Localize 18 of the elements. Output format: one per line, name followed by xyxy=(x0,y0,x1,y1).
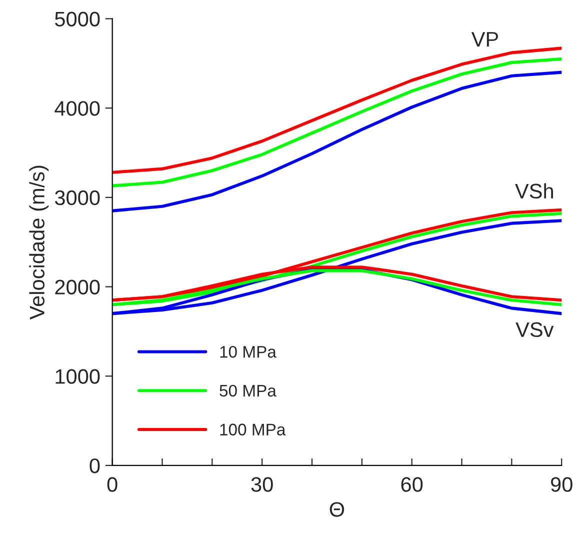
x-tick-label: 30 xyxy=(251,477,273,492)
legend-label: 50 MPa xyxy=(220,384,276,397)
y-tick-label: 3000 xyxy=(54,190,100,206)
y-tick-label: 2000 xyxy=(55,280,100,295)
x-tick-label: 0 xyxy=(107,477,118,492)
y-tick-label: 0 xyxy=(90,458,100,474)
legend-label: 100 MPa xyxy=(220,424,286,436)
y-axis-title: Velocidade (m/s) xyxy=(29,166,49,320)
y-tick-label: 5000 xyxy=(55,12,100,26)
x-tick-label: 90 xyxy=(550,477,572,492)
annotation: VSv xyxy=(516,322,554,338)
x-tick-label: 60 xyxy=(401,477,423,492)
annotation: VSh xyxy=(515,183,553,199)
y-tick-label: 4000 xyxy=(54,101,100,116)
y-tick-label: 1000 xyxy=(56,369,100,384)
legend-label: 10 MPa xyxy=(220,346,276,358)
annotation: VP xyxy=(471,32,498,46)
x-axis-title: Θ xyxy=(330,502,344,517)
